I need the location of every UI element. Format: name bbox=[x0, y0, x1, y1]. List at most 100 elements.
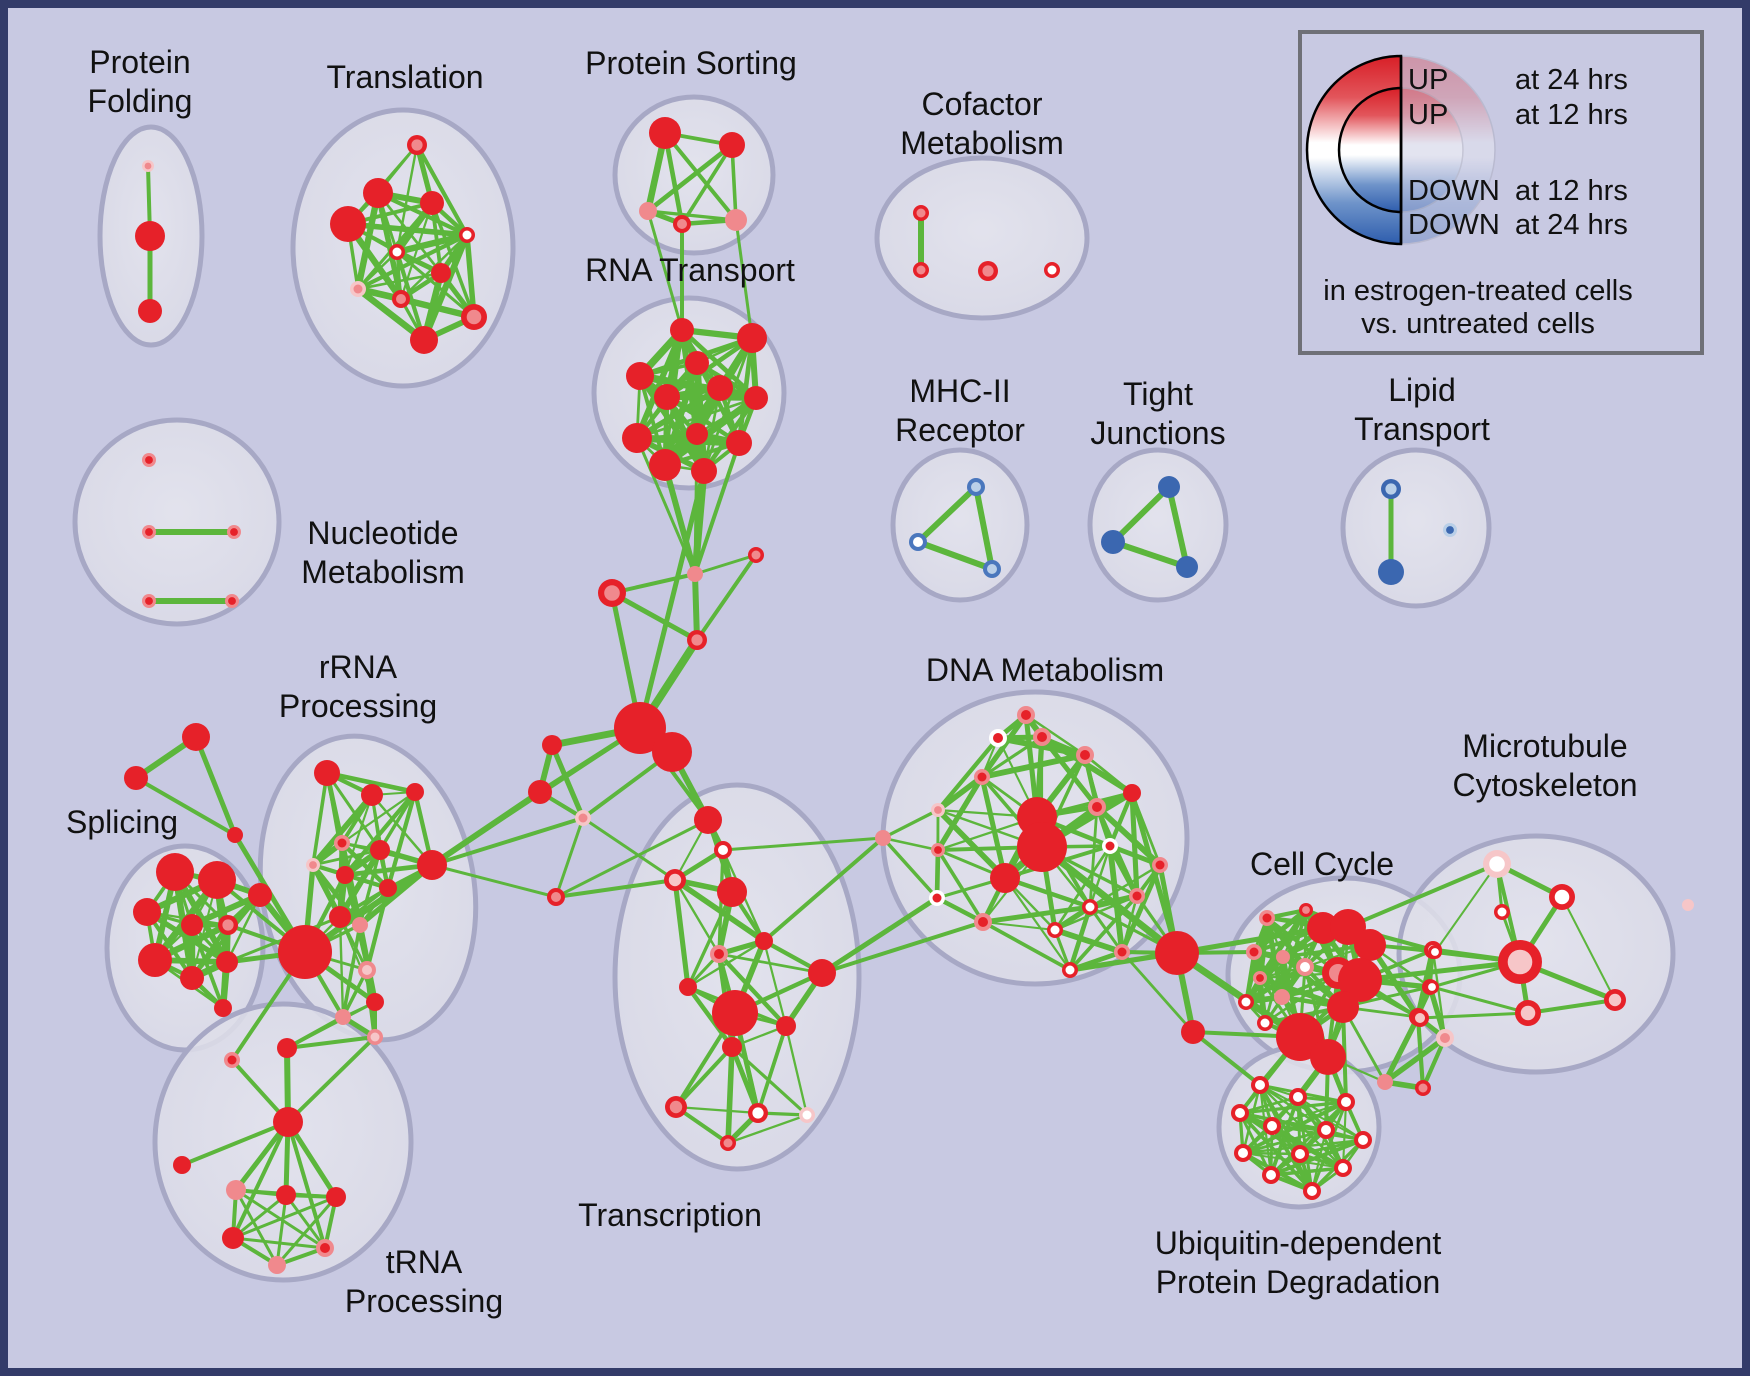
gene-node-transcription-13-inner bbox=[752, 1107, 764, 1119]
cluster-bubble-tight-junctions bbox=[1087, 447, 1229, 603]
gene-node-rna-transport-4-outer bbox=[654, 384, 680, 410]
gene-node-dna-metabolism-1-inner bbox=[1037, 732, 1047, 742]
gene-node-splicing-8-outer bbox=[248, 883, 272, 907]
gene-node-cell-cycle-2-inner bbox=[1249, 947, 1259, 957]
gene-node-rna-transport-8-outer bbox=[686, 423, 708, 445]
gene-node-translation-7-inner bbox=[353, 284, 363, 294]
edge-link-rrna-processing-transcription bbox=[581, 816, 677, 882]
edge-microtubule-cytoskeleton bbox=[1526, 998, 1617, 1015]
cluster-label-transcription: Transcription bbox=[578, 1197, 762, 1233]
edge-dna-metabolism bbox=[936, 848, 985, 924]
edge-dna-metabolism bbox=[1088, 863, 1162, 909]
gene-node-dna-metabolism-5-inner bbox=[1092, 802, 1102, 812]
legend-term-1: UP bbox=[1408, 99, 1448, 131]
gene-node-central-hub-2-inner bbox=[604, 585, 620, 601]
edge-link-rrna-processing-trna-processing bbox=[285, 1000, 377, 1050]
edge-link-rrna-processing-trna-processing bbox=[285, 1035, 377, 1050]
legend-time-1: at 12 hrs bbox=[1515, 99, 1628, 131]
gene-node-splicing-7-outer bbox=[216, 951, 238, 973]
edge-transcription bbox=[672, 877, 767, 944]
edge-transcription bbox=[554, 818, 710, 899]
edge-protein-sorting bbox=[680, 143, 734, 226]
gene-node-dna-metabolism-19-inner bbox=[1117, 947, 1127, 957]
edge-link-transcription-dna-metabolism bbox=[762, 836, 885, 943]
edge-rrna-processing bbox=[343, 793, 374, 877]
edge-dna-metabolism bbox=[1129, 790, 1180, 956]
edge-translation bbox=[394, 249, 427, 343]
edge-link-rrna-processing-transcription bbox=[554, 816, 585, 899]
gene-node-rrna-processing-12-outer bbox=[366, 993, 384, 1011]
gene-node-tight-junctions-2-outer bbox=[1176, 556, 1198, 578]
edge-rrna-processing bbox=[310, 792, 375, 868]
edge-link-protein-sorting-rna-transport bbox=[734, 218, 754, 340]
gene-node-microtubule-cytoskeleton-0-inner bbox=[1489, 856, 1505, 872]
edge-rna-transport bbox=[634, 327, 685, 441]
edge-transcription bbox=[686, 939, 766, 989]
gene-node-transcription-1-inner bbox=[718, 845, 728, 855]
legend-inner-disc bbox=[1337, 86, 1403, 214]
gene-node-dna-metabolism-3-inner bbox=[977, 772, 987, 782]
edge-trna-processing bbox=[231, 1195, 338, 1240]
gene-node-ubiquitin-degradation-8-inner bbox=[1295, 1149, 1305, 1159]
edge-link-cell-cycle-microtubule-cytoskeleton bbox=[1346, 862, 1499, 929]
edge-link-cell-cycle-microtubule-cytoskeleton bbox=[1357, 959, 1523, 983]
edge-dna-metabolism bbox=[1052, 927, 1125, 955]
edge-ubiquitin-degradation bbox=[1238, 1111, 1314, 1193]
legend-footer-0: in estrogen-treated cells bbox=[1323, 275, 1633, 307]
gene-node-transcription-6-outer bbox=[755, 932, 773, 950]
edge-translation bbox=[464, 232, 477, 320]
gene-node-cell-cycle-8-inner bbox=[1260, 1018, 1270, 1028]
gene-node-central-hub-5-inner bbox=[691, 634, 703, 646]
gene-node-protein-folding-2-outer bbox=[138, 299, 162, 323]
edge-dna-metabolism bbox=[1083, 753, 1134, 795]
edge-transcription bbox=[686, 890, 734, 989]
gene-node-cell-cycle-7-inner bbox=[1241, 997, 1251, 1007]
gene-node-rna-transport-11-outer bbox=[691, 458, 717, 484]
gene-node-cell-cycle-3-outer bbox=[1276, 950, 1290, 964]
gene-node-transcription-5-inner bbox=[714, 949, 724, 959]
cluster-bubble-mhc-ii-receptor bbox=[890, 447, 1030, 603]
legend-time-3: at 24 hrs bbox=[1515, 209, 1628, 241]
gene-node-ubiquitin-degradation-0-inner bbox=[1255, 1080, 1265, 1090]
cluster-label-protein-folding: Protein Folding bbox=[88, 44, 193, 119]
edge-dna-metabolism bbox=[1067, 904, 1093, 973]
edge-link-rna-transport-central-hub bbox=[693, 441, 741, 576]
edge-central-hub bbox=[609, 590, 700, 643]
gene-node-mhc-ii-receptor-0-inner bbox=[971, 482, 981, 492]
edge-mhc-ii-receptor bbox=[915, 484, 979, 545]
gene-node-ubiquitin-degradation-5-inner bbox=[1321, 1125, 1331, 1135]
edge-dna-metabolism bbox=[935, 774, 985, 813]
gene-node-nucleotide-metabolism-3-inner bbox=[145, 597, 153, 605]
edge-link-protein-sorting-rna-transport bbox=[646, 209, 684, 332]
edge-cell-cycle bbox=[1382, 1014, 1421, 1085]
edge-transcription bbox=[674, 1105, 760, 1115]
edge-transcription bbox=[756, 1024, 788, 1115]
legend-term-3: DOWN bbox=[1408, 209, 1500, 241]
edge-tight-junctions bbox=[1110, 539, 1190, 570]
gene-node-dna-metabolism-7-inner bbox=[934, 846, 942, 854]
gene-node-microtubule-cytoskeleton-3-inner bbox=[1431, 948, 1439, 956]
gene-node-nucleotide-metabolism-2-inner bbox=[230, 528, 238, 536]
gene-node-dna-metabolism-20-inner bbox=[1065, 965, 1075, 975]
edge-rrna-processing bbox=[430, 816, 585, 867]
gene-node-transcription-7-outer bbox=[808, 959, 836, 987]
edge-central-hub bbox=[692, 571, 700, 643]
gene-node-rna-transport-1-outer bbox=[737, 323, 767, 353]
gene-node-protein-sorting-1-outer bbox=[719, 132, 745, 158]
gene-node-ubiquitin-degradation-9-inner bbox=[1338, 1163, 1348, 1173]
cluster-label-microtubule-cytoskeleton: Microtubule Cytoskeleton bbox=[1453, 728, 1638, 803]
gene-node-splicing-2-outer bbox=[133, 898, 161, 926]
gene-node-ubiquitin-degradation-3-inner bbox=[1235, 1108, 1245, 1118]
gene-node-central-hub-0-outer bbox=[614, 702, 666, 754]
gene-node-rrna-processing-3-inner bbox=[337, 838, 347, 848]
gene-node-ubiquitin-degradation-1-inner bbox=[1293, 1092, 1303, 1102]
gene-node-rrna-processing-4-inner bbox=[309, 861, 317, 869]
gene-node-translation-9-inner bbox=[466, 309, 482, 325]
edge-ubiquitin-degradation bbox=[1241, 1128, 1328, 1155]
gene-node-translation-8-inner bbox=[396, 294, 406, 304]
gene-node-transcription-11-outer bbox=[722, 1037, 742, 1057]
cluster-label-nucleotide-metabolism: Nucleotide Metabolism bbox=[301, 515, 465, 590]
edge-free-triangle bbox=[134, 776, 237, 837]
cluster-label-ubiquitin-degradation: Ubiquitin-dependent Protein Degradation bbox=[1155, 1225, 1442, 1300]
